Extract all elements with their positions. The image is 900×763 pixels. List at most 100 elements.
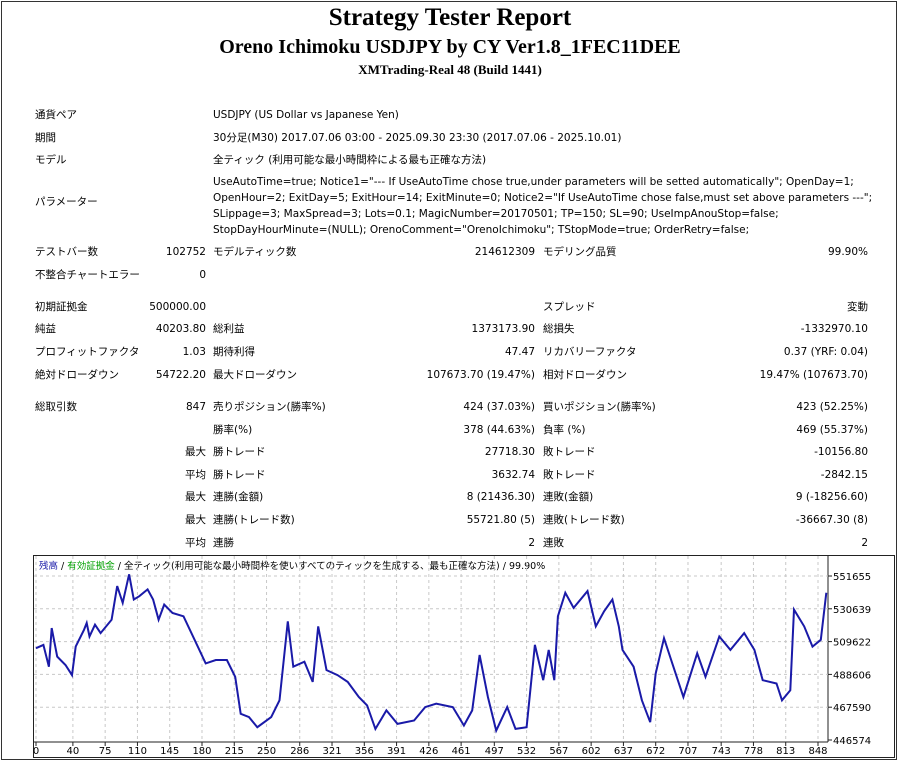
stat-label: 総取引数 (35, 401, 77, 413)
stat-label: 相対ドローダウン (543, 369, 627, 381)
stat-value: 最大 (185, 446, 206, 458)
legend-equity: 有効証拠金 (67, 561, 115, 572)
stats-row: 純益 40203.80 総利益 1373173.90 総損失 -1332970.10 (0, 319, 900, 339)
stat-label: 最大ドローダウン (213, 369, 297, 381)
parameters-label: パラメーター (35, 196, 98, 208)
stats-row: 平均 勝トレード 3632.74 敗トレード -2842.15 (0, 465, 900, 485)
stat-value: -1332970.10 (800, 323, 868, 335)
stat-label: 絶対ドローダウン (35, 369, 119, 381)
stats-row: 絶対ドローダウン 54722.20 最大ドローダウン 107673.70 (19.47… (0, 365, 900, 385)
report-title: Strategy Tester Report (328, 4, 572, 31)
stat-label: モデルティック数 (213, 246, 297, 258)
legend-sep: / (58, 561, 68, 572)
stat-value: 2 (861, 537, 868, 549)
stat-value: 214612309 (474, 246, 535, 258)
stat-value: -10156.80 (814, 446, 868, 458)
stats-row: 総取引数 847 売りポジション(勝率%) 424 (37.03%) 買いポジション(勝… (0, 397, 900, 417)
info-row-model: モデル 全ティック (利用可能な最小時間枠による最も正確な方法) (0, 150, 900, 170)
stat-label: 敗トレード (543, 469, 596, 481)
stat-label: 連敗(金額) (543, 491, 594, 503)
info-row-period: 期間 30分足(M30) 2017.07.06 03:00 - 2025.09.3… (0, 128, 900, 148)
expert-name: Oreno Ichimoku USDJPY by CY Ver1.8_1FEC1… (219, 36, 681, 58)
stat-value: 27718.30 (484, 446, 535, 458)
stat-value: 0.37 (YRF: 0.04) (783, 346, 868, 358)
legend-sep: / (499, 561, 510, 572)
stat-value: 最大 (185, 514, 206, 526)
stat-label: 総損失 (543, 323, 575, 335)
info-label: モデル (35, 154, 67, 166)
stat-value: 99.90% (827, 246, 868, 258)
stat-value: 40203.80 (155, 323, 206, 335)
stats-row: 初期証拠金 500000.00 スプレッド 変動 (0, 297, 900, 317)
stats-row: 最大 連勝(金額) 8 (21436.30) 連敗(金額) 9 (-18256.60) (0, 487, 900, 507)
stat-label: 期待利得 (213, 346, 255, 358)
stat-label: 勝トレード (213, 469, 266, 481)
stat-value: -2842.15 (820, 469, 868, 481)
legend-model: 全ティック(利用可能な最小時間枠を使いすべてのティックを生成する、最も正確な方法… (124, 561, 500, 572)
stats-row: 平均 連勝 2 連敗 2 (0, 533, 900, 553)
balance-chart (33, 555, 895, 758)
stats-row: 勝率(%) 378 (44.63%) 負率 (%) 469 (55.37%) (0, 420, 900, 440)
stat-label: 総利益 (213, 323, 245, 335)
info-label: 期間 (35, 132, 56, 144)
info-value: USDJPY (US Dollar vs Japanese Yen) (213, 109, 399, 121)
stat-label: 売りポジション(勝率%) (213, 401, 326, 413)
stat-label: リカバリーファクタ (543, 346, 637, 358)
stat-value: 54722.20 (155, 369, 206, 381)
stat-value: 47.47 (504, 346, 535, 358)
stat-value: 平均 (185, 469, 206, 481)
chart-legend: 残高 / 有効証拠金 / 全ティック(利用可能な最小時間枠を使いすべてのティック… (39, 558, 545, 572)
stat-label: 連勝(金額) (213, 491, 264, 503)
stat-value: 1.03 (182, 346, 206, 358)
legend-sep: / (114, 561, 125, 572)
stat-label: 勝率(%) (213, 424, 253, 436)
stat-value: 8 (21436.30) (466, 491, 535, 503)
info-value: 30分足(M30) 2017.07.06 03:00 - 2025.09.30 … (213, 132, 622, 144)
stat-label: 連敗(トレード数) (543, 514, 625, 526)
stat-value: 3632.74 (491, 469, 535, 481)
stat-value: 55721.80 (5) (466, 514, 535, 526)
info-label: 通貨ペア (35, 109, 77, 121)
stats-row: テストバー数 102752 モデルティック数 214612309 モデリング品質 99.9… (0, 242, 900, 262)
stat-label: 買いポジション(勝率%) (543, 401, 656, 413)
stat-label: テストバー数 (35, 246, 98, 258)
server-build: XMTrading-Real 48 (Build 1441) (358, 62, 542, 77)
legend-balance: 残高 (39, 561, 59, 572)
stat-label: 連敗 (543, 537, 564, 549)
stat-value: 1373173.90 (471, 323, 535, 335)
stats-row: 最大 勝トレード 27718.30 敗トレード -10156.80 (0, 442, 900, 462)
stat-value: 最大 (185, 491, 206, 503)
stats-row: プロフィットファクタ 1.03 期待利得 47.47 リカバリーファクタ 0.37 (YR… (0, 342, 900, 362)
info-row-symbol: 通貨ペア USDJPY (US Dollar vs Japanese Yen) (0, 105, 900, 125)
stat-value: -36667.30 (8) (795, 514, 868, 526)
stat-value: 423 (52.25%) (796, 401, 868, 413)
stat-label: 勝トレード (213, 446, 266, 458)
stat-value: 0 (199, 269, 206, 281)
stat-label: 純益 (35, 323, 56, 335)
stat-value: 2 (528, 537, 535, 549)
stat-value: 500000.00 (149, 301, 206, 313)
stat-value: 102752 (165, 246, 206, 258)
stat-value: 469 (55.37%) (796, 424, 868, 436)
stat-label: 初期証拠金 (35, 301, 88, 313)
stats-row: 不整合チャートエラー 0 (0, 265, 900, 285)
stat-value: 107673.70 (19.47%) (426, 369, 535, 381)
stat-label: スプレッド (543, 301, 596, 313)
stat-value: 378 (44.63%) (463, 424, 535, 436)
stats-row: 最大 連勝(トレード数) 55721.80 (5) 連敗(トレード数) -36667.3… (0, 510, 900, 530)
stat-value: 9 (-18256.60) (795, 491, 868, 503)
stat-label: 不整合チャートエラー (35, 269, 140, 281)
stat-label: プロフィットファクタ (35, 346, 140, 358)
stat-label: 負率 (%) (543, 424, 586, 436)
legend-quality: 99.90% (509, 561, 546, 572)
stat-value: 19.47% (107673.70) (759, 369, 868, 381)
stat-value: 424 (37.03%) (463, 401, 535, 413)
stat-label: モデリング品質 (543, 246, 617, 258)
stat-value: 847 (185, 401, 206, 413)
stat-value: 平均 (185, 537, 206, 549)
stat-value: 変動 (847, 301, 868, 313)
stat-label: 連勝(トレード数) (213, 514, 295, 526)
parameters-value: UseAutoTime=true; Notice1="--- If UseAut… (213, 176, 873, 236)
parameters-label-row: パラメーター (0, 192, 900, 212)
